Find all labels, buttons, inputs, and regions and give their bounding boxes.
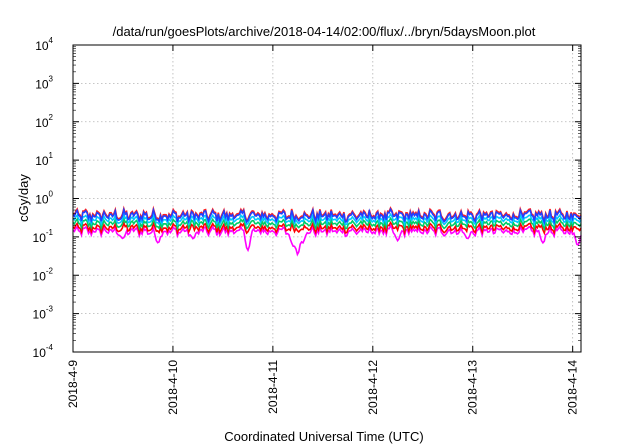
x-axis-ticks: 2018-4-9 2018-4-10 2018-4-11 2018-4-12 2018-… (66, 45, 580, 415)
x-axis-label: Coordinated Universal Time (UTC) (224, 429, 423, 444)
y-axis-label: cGy/day (16, 174, 31, 222)
x-tick-label: 2018-4-11 (266, 360, 280, 414)
x-tick-label: 2018-4-13 (466, 360, 480, 415)
y-tick-label: 101 (35, 151, 53, 168)
series-line (72, 215, 582, 232)
x-tick-label: 2018-4-9 (66, 360, 80, 408)
series-line (72, 220, 582, 236)
y-tick-label: 104 (35, 36, 53, 53)
chart-title: /data/run/goesPlots/archive/2018-04-14/0… (113, 24, 536, 39)
series-line (72, 211, 582, 228)
y-tick-label: 100 (35, 190, 53, 207)
y-tick-label: 103 (35, 74, 53, 91)
y-tick-label: 10-2 (33, 266, 54, 283)
x-tick-label: 2018-4-12 (366, 360, 380, 415)
series-line (72, 223, 582, 257)
data-series (72, 205, 582, 257)
y-tick-label: 10-1 (33, 228, 54, 245)
x-tick-label: 2018-4-14 (566, 360, 580, 415)
y-tick-label: 10-4 (33, 343, 54, 360)
y-tick-label: 102 (35, 113, 53, 130)
grid (72, 45, 581, 352)
series-line (72, 206, 582, 226)
x-tick-label: 2018-4-10 (166, 360, 180, 415)
y-axis-ticks: 10-4 10-3 10-2 10-1 100 101 102 103 104 (33, 36, 581, 360)
y-tick-label: 10-3 (33, 305, 54, 322)
